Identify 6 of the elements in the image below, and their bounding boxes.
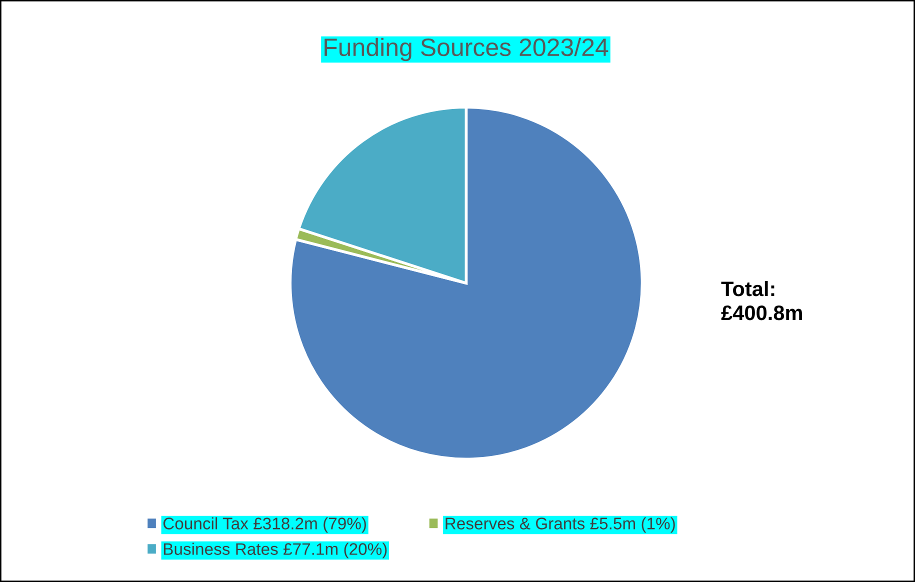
text: Total: £400.8m <box>721 280 802 320</box>
legend-label: Reserves & Grants £5.5m (1%) <box>446 517 675 533</box>
legend-label: Council Tax £318.2m (79%) <box>163 517 366 533</box>
chart-title: Funding Sources 2023/24 <box>324 38 608 62</box>
pie-slice <box>288 106 644 461</box>
legend-label: Business Rates £77.1m (20%) <box>164 542 387 558</box>
